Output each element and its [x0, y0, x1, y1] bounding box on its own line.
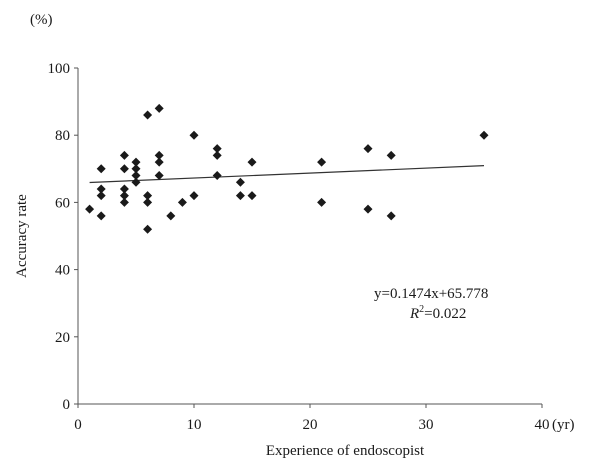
data-point: [119, 164, 129, 174]
x-tick-label: 10: [187, 417, 202, 433]
x-ticks: 0 10 20 30 40: [74, 404, 550, 433]
data-point: [386, 150, 396, 160]
data-point: [363, 144, 373, 154]
data-point: [143, 224, 153, 234]
y-tick-label: 60: [55, 195, 70, 211]
data-point: [154, 103, 164, 113]
data-point: [189, 191, 199, 201]
y-tick-label: 40: [55, 263, 70, 279]
x-tick-label: 0: [74, 417, 82, 433]
r-squared-value: =0.022: [424, 306, 466, 322]
data-point: [143, 110, 153, 120]
data-point: [212, 171, 222, 181]
x-tick-label: 30: [419, 417, 434, 433]
data-points: [85, 103, 489, 234]
data-point: [143, 191, 153, 201]
y-axis-title: Accuracy rate: [14, 194, 30, 278]
x-unit-label: (yr): [552, 417, 575, 433]
x-tick-label: 20: [303, 417, 318, 433]
data-point: [96, 184, 106, 194]
data-point: [317, 157, 327, 167]
data-point: [131, 164, 141, 174]
data-point: [235, 191, 245, 201]
y-unit-label: (%): [30, 12, 53, 28]
x-axis-title: Experience of endoscopist: [266, 443, 425, 459]
data-point: [166, 211, 176, 221]
data-point: [247, 191, 257, 201]
data-point: [119, 197, 129, 207]
data-point: [85, 204, 95, 214]
data-point: [96, 164, 106, 174]
data-point: [154, 171, 164, 181]
data-point: [189, 130, 199, 140]
r-superscript: 2: [419, 304, 424, 315]
regression-equation: y=0.1474x+65.778: [374, 286, 488, 302]
r-squared-label: R2=0.022: [409, 304, 466, 322]
x-tick-label: 40: [535, 417, 550, 433]
data-point: [386, 211, 396, 221]
data-point: [479, 130, 489, 140]
r-symbol: R: [409, 306, 419, 322]
data-point: [363, 204, 373, 214]
data-point: [154, 157, 164, 167]
data-point: [154, 150, 164, 160]
data-point: [131, 171, 141, 181]
data-point: [119, 191, 129, 201]
trendline: [89, 165, 485, 184]
data-point: [317, 197, 327, 207]
y-tick-label: 80: [55, 128, 70, 144]
data-point: [131, 157, 141, 167]
data-point: [177, 197, 187, 207]
y-tick-label: 20: [55, 330, 70, 346]
data-point: [131, 177, 141, 187]
data-point: [96, 211, 106, 221]
y-tick-label: 100: [48, 61, 71, 77]
y-ticks: 0 20 40 60 80 100: [48, 61, 78, 413]
data-point: [247, 157, 257, 167]
data-point: [235, 177, 245, 187]
data-point: [119, 150, 129, 160]
trendline-group: [89, 165, 485, 184]
y-tick-label: 0: [63, 397, 71, 413]
data-point: [96, 191, 106, 201]
data-point: [119, 184, 129, 194]
data-point: [212, 150, 222, 160]
data-point: [143, 197, 153, 207]
data-point: [212, 144, 222, 154]
